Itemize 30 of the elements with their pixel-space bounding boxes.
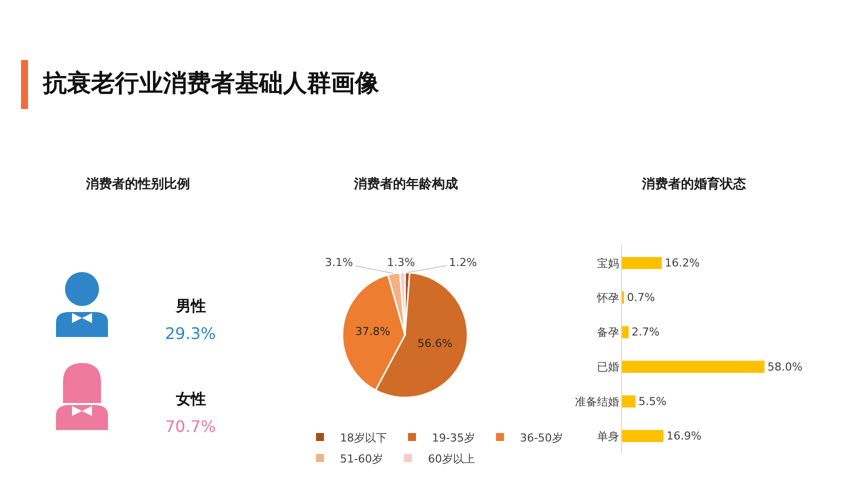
y-tick-label: 单身 <box>596 430 619 443</box>
legend-label: 60岁以上 <box>428 452 475 466</box>
data-label: 3.1% <box>325 256 353 269</box>
y-tick-label: 备孕 <box>596 326 619 340</box>
y-tick-label: 怀孕 <box>596 291 619 304</box>
data-label: 16.2% <box>664 256 700 270</box>
chart-title: 消费者的年龄构成 <box>353 177 458 192</box>
text: 消费者的性别比例 <box>85 177 190 192</box>
data-label: 37.8% <box>355 325 390 338</box>
legend-label: 19-35岁 <box>432 431 475 444</box>
y-tick-label: 准备结婚 <box>574 395 619 408</box>
data-label: 58.0% <box>768 360 802 374</box>
data-label: 29.3% <box>165 324 216 343</box>
legend-label: 51-60岁 <box>340 452 383 466</box>
data-label: 70.7% <box>165 417 216 436</box>
data-label: 5.5% <box>638 394 666 408</box>
category-label: 男性 <box>175 297 206 315</box>
category-label: 女性 <box>175 390 206 408</box>
data-label: 1.3% <box>387 256 415 269</box>
chart-title: 消费者的婚育状态 <box>641 176 747 192</box>
data-label: 1.2% <box>449 256 477 269</box>
data-label: 2.7% <box>632 326 660 339</box>
text: 抗衰老行业消费者基础人群画像 <box>42 69 380 97</box>
legend-label: 36-50岁 <box>520 431 563 444</box>
data-label: 56.6% <box>418 337 452 350</box>
data-label: 0.7% <box>627 291 655 304</box>
data-label: 16.9% <box>666 430 702 443</box>
legend-label: 18岁以下 <box>340 431 387 444</box>
y-tick-label: 已婚 <box>596 360 619 374</box>
y-tick-label: 宝妈 <box>596 256 619 270</box>
